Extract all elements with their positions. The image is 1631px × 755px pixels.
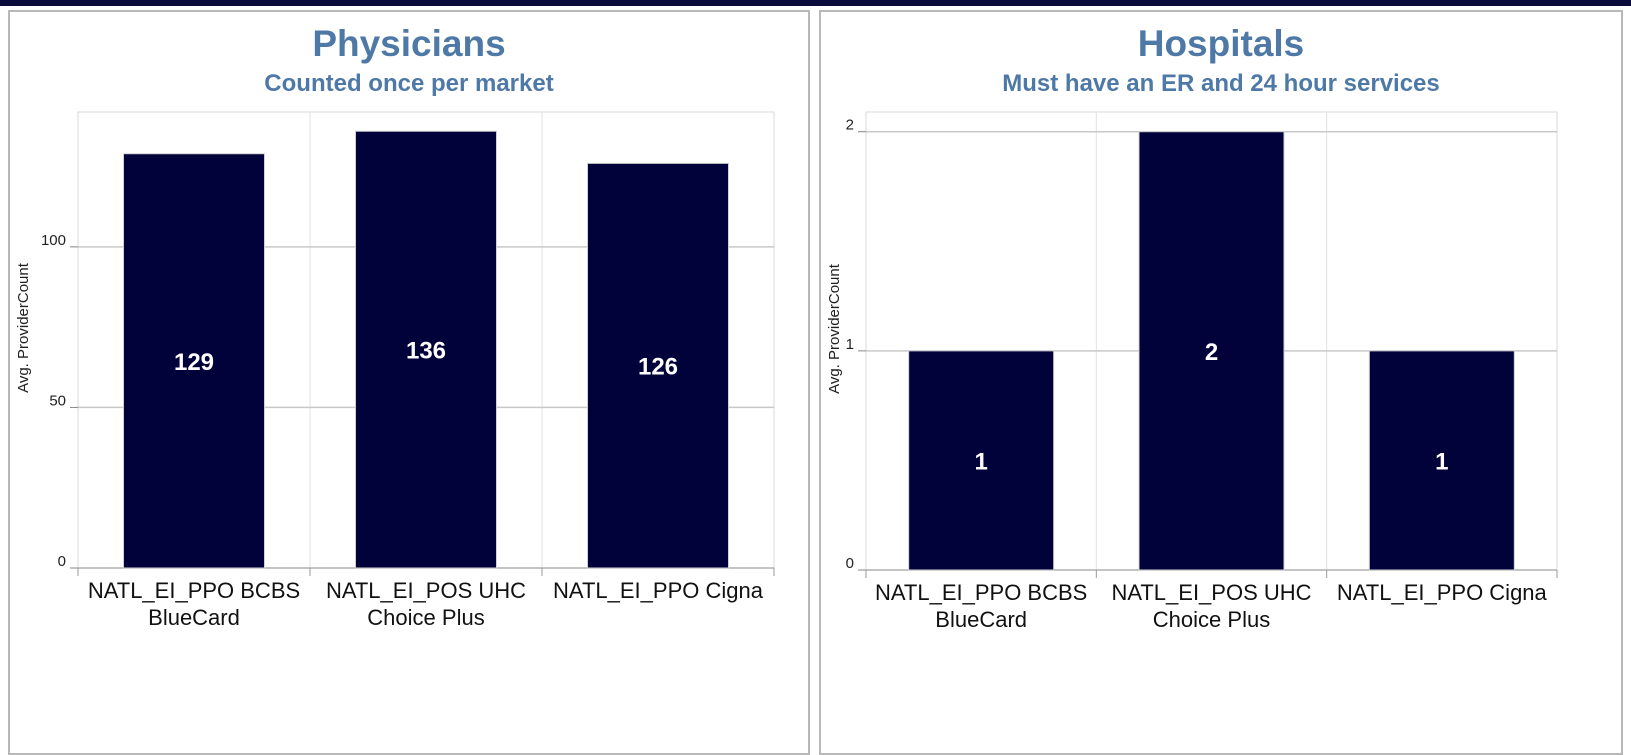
panel-subtitle: Counted once per market: [264, 70, 554, 97]
bar: [1368, 350, 1515, 571]
x-category-label-line: BlueCard: [935, 607, 1027, 632]
x-category-label-line: NATL_EI_PPO Cigna: [1337, 580, 1548, 605]
bar-value-label: 1: [1435, 448, 1448, 475]
bar: [587, 162, 729, 569]
y-axis-label: Avg. ProviderCount: [826, 263, 843, 394]
x-category-label-line: Choice Plus: [367, 605, 484, 630]
panel-subtitle: Must have an ER and 24 hour services: [1002, 70, 1440, 97]
x-category-label: NATL_EI_POS UHC Choice Plus: [326, 578, 526, 630]
bar-value-label: 2: [1205, 339, 1218, 366]
y-tick-label: 1: [846, 336, 854, 353]
hospitals-panel: Hospitals Must have an ER and 24 hour se…: [819, 10, 1623, 755]
x-category-label-line: NATL_EI_PPO BCBS: [875, 580, 1087, 605]
bar-value-label: 1: [974, 448, 987, 475]
x-category-label-line: NATL_EI_PPO BCBS: [88, 578, 300, 603]
bar-value-label: 129: [174, 349, 214, 376]
x-category-label: NATL_EI_PPO Cigna: [553, 578, 764, 603]
x-category-label-line: BlueCard: [148, 605, 240, 630]
physicians-bar-chart: 0 50 100 Avg. ProviderCount 129 NATL_EI_PPO B…: [15, 111, 775, 630]
x-category-label-line: Choice Plus: [1153, 607, 1270, 632]
bar-value-label: 126: [638, 354, 678, 381]
bar: [355, 130, 497, 569]
bar: [908, 350, 1055, 571]
y-tick-label: 2: [846, 117, 854, 134]
x-category-label-line: NATL_EI_PPO Cigna: [553, 578, 764, 603]
x-category-label-line: NATL_EI_POS UHC: [1111, 580, 1311, 605]
bar: [1138, 131, 1285, 571]
x-category-label-line: NATL_EI_POS UHC: [326, 578, 526, 603]
bar: [123, 153, 265, 569]
physicians-panel: Physicians Counted once per market 0 50 10…: [8, 10, 810, 755]
y-tick-label: 100: [41, 232, 66, 249]
panel-title: Physicians: [312, 23, 506, 64]
x-category-label: NATL_EI_PPO BCBS BlueCard: [875, 580, 1087, 632]
top-accent-bar: [0, 0, 1631, 6]
x-category-label: NATL_EI_POS UHC Choice Plus: [1111, 580, 1311, 632]
y-axis-label: Avg. ProviderCount: [15, 262, 32, 393]
x-category-label: NATL_EI_PPO Cigna: [1337, 580, 1548, 605]
y-tick-label: 0: [846, 555, 854, 572]
bar-value-label: 136: [406, 338, 446, 365]
x-category-label: NATL_EI_PPO BCBS BlueCard: [88, 578, 300, 630]
y-tick-label: 50: [49, 392, 66, 409]
panel-title: Hospitals: [1137, 23, 1305, 64]
y-tick-label: 0: [58, 553, 66, 570]
